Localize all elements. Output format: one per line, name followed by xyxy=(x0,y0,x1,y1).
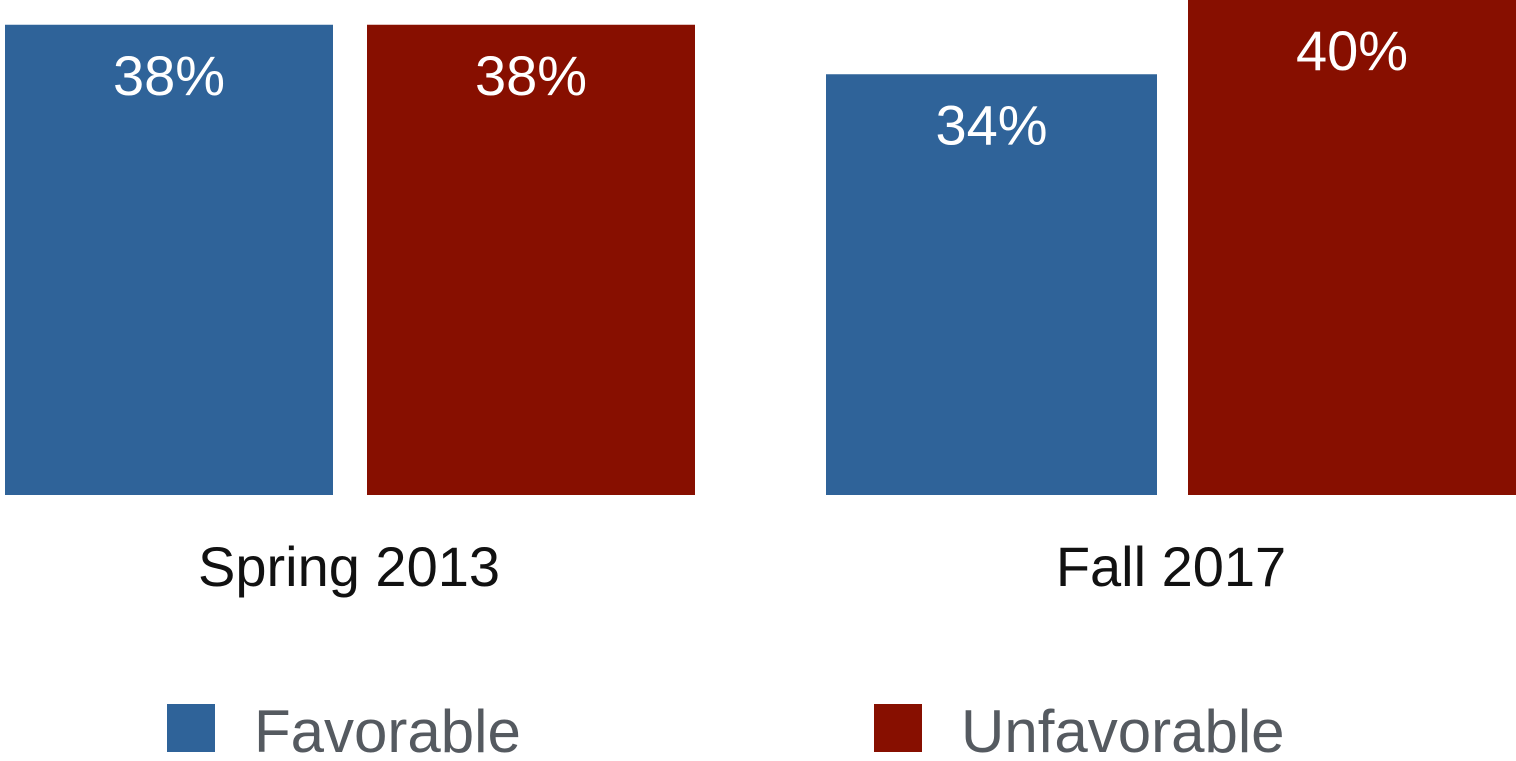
bar-labels-group: 38% 38% 34% 40% xyxy=(113,19,1408,156)
legend-swatch-favorable xyxy=(167,704,215,752)
bar-unfavorable-fall-2017 xyxy=(1188,0,1516,495)
legend-label-favorable: Favorable xyxy=(254,698,521,761)
category-label-spring-2013: Spring 2013 xyxy=(198,535,500,598)
legend-label-unfavorable: Unfavorable xyxy=(961,698,1285,761)
bar-value-label-unfavorable-spring-2013: 38% xyxy=(475,44,587,107)
legend-swatch-unfavorable xyxy=(874,704,922,752)
category-label-fall-2017: Fall 2017 xyxy=(1056,535,1286,598)
bar-value-label-favorable-spring-2013: 38% xyxy=(113,44,225,107)
bar-favorable-spring-2013 xyxy=(5,24,333,495)
bars-group xyxy=(5,0,1516,495)
bar-unfavorable-spring-2013 xyxy=(367,24,695,495)
category-labels-group: Spring 2013 Fall 2017 xyxy=(198,535,1286,598)
legend: Favorable Unfavorable xyxy=(167,698,1285,761)
bar-value-label-favorable-fall-2017: 34% xyxy=(935,93,1047,156)
bar-favorable-fall-2017 xyxy=(826,74,1157,495)
bar-value-label-unfavorable-fall-2017: 40% xyxy=(1296,19,1408,82)
